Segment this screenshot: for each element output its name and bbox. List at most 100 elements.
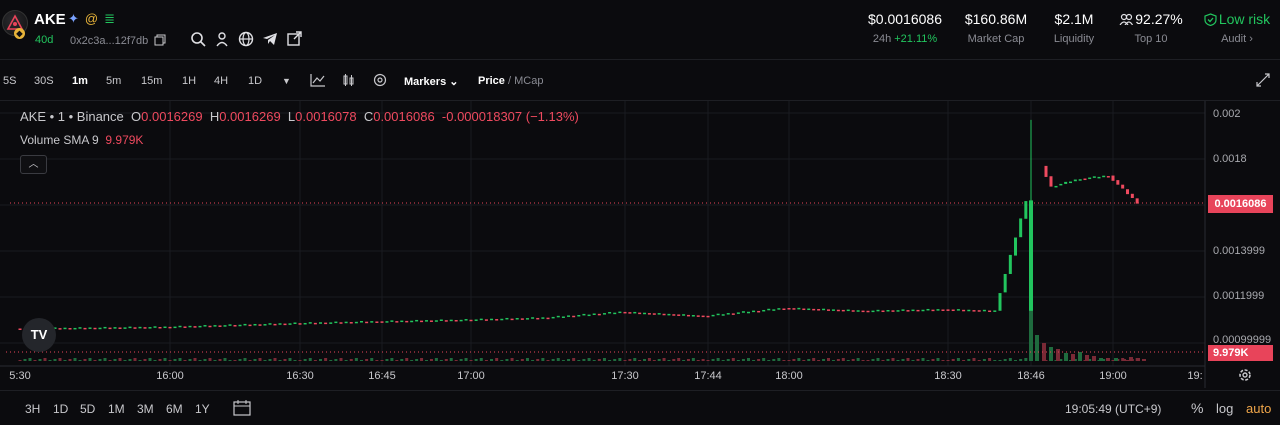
volume-bar <box>592 360 596 361</box>
candle <box>1078 179 1082 181</box>
current-volume-label: 9.979K <box>1208 345 1273 361</box>
collapse-legend-button[interactable]: ︿ <box>20 155 47 174</box>
contract-address[interactable]: 0x2c3a...12f7db <box>70 34 166 47</box>
metric-top10[interactable]: 92.27% Top 10 <box>1116 11 1186 45</box>
interval-1m[interactable]: 1m <box>72 75 88 87</box>
user-search-icon[interactable] <box>214 31 230 47</box>
price-toggle-label[interactable]: Price <box>478 75 505 87</box>
indicator-settings-icon[interactable] <box>373 73 387 87</box>
time-tick: 18:00 <box>775 370 803 382</box>
volume-bar <box>253 359 257 361</box>
clock-readout[interactable]: 19:05:49 (UTC+9) <box>1065 402 1162 416</box>
interval-5s[interactable]: 5S <box>3 75 17 87</box>
telegram-icon[interactable] <box>262 31 278 47</box>
candle <box>158 326 162 329</box>
candle <box>510 318 514 321</box>
range-3h[interactable]: 3H <box>25 402 41 416</box>
volume-bar <box>88 358 92 361</box>
candle <box>425 320 428 322</box>
candle <box>1130 193 1134 199</box>
interval-dropdown-icon[interactable]: ▼ <box>282 76 291 86</box>
volume-bar <box>618 358 622 361</box>
fullscreen-icon[interactable] <box>1256 73 1270 87</box>
candle <box>193 326 197 328</box>
volume-bar <box>926 360 930 361</box>
candle <box>757 310 761 313</box>
markers-dropdown[interactable]: Markers ⌄ <box>404 75 458 88</box>
interval-1d[interactable]: 1D <box>248 75 263 87</box>
volume-bar <box>319 359 322 361</box>
copy-icon[interactable] <box>154 34 166 46</box>
price-chart[interactable] <box>0 101 1280 388</box>
percent-scale-toggle[interactable]: % <box>1191 400 1204 416</box>
interval-1h[interactable]: 1H <box>182 75 197 87</box>
at-icon[interactable]: @ <box>84 11 99 26</box>
chain-badge-icon: ◆ <box>14 28 25 39</box>
candle <box>349 322 353 324</box>
date-range-icon[interactable] <box>233 400 251 416</box>
candle <box>68 328 72 330</box>
candle <box>63 327 67 330</box>
candle <box>946 309 950 311</box>
volume-bar <box>1014 360 1017 361</box>
volume-bar <box>263 360 267 361</box>
candle <box>577 314 581 317</box>
candle <box>268 323 272 325</box>
volume-bar <box>721 360 725 361</box>
candle <box>876 309 880 312</box>
range-6m[interactable]: 6M <box>166 402 183 416</box>
log-scale-toggle[interactable]: log <box>1216 401 1234 416</box>
range-1d[interactable]: 1D <box>53 402 69 416</box>
candles-icon[interactable] <box>342 73 356 87</box>
mcap-toggle-label[interactable]: MCap <box>514 75 544 87</box>
volume-bar <box>962 360 966 361</box>
volume-bar <box>500 360 504 361</box>
price-mcap-toggle[interactable]: Price / MCap <box>478 75 544 87</box>
line-chart-icon[interactable] <box>310 73 326 87</box>
metric-audit[interactable]: Low risk Audit › <box>1200 11 1274 45</box>
interval-15m[interactable]: 15m <box>141 75 163 87</box>
gear-icon[interactable] <box>1237 367 1253 383</box>
volume-bar <box>43 358 47 361</box>
volume-bar <box>283 359 287 361</box>
candle <box>851 310 855 312</box>
volume-bar <box>546 360 550 361</box>
candle <box>531 317 535 319</box>
globe-icon[interactable] <box>238 31 254 47</box>
audit-label: Audit <box>1221 33 1247 45</box>
range-1y[interactable]: 1Y <box>195 402 210 416</box>
volume-bar <box>851 359 855 361</box>
candle <box>248 324 252 327</box>
interval-5m[interactable]: 5m <box>106 75 122 87</box>
volume-bar <box>633 358 637 361</box>
candle <box>313 322 317 325</box>
candle <box>741 311 745 313</box>
volume-bar <box>365 359 369 361</box>
tradingview-logo[interactable]: TV <box>22 318 56 352</box>
volume-bar <box>1088 359 1092 361</box>
candle <box>536 317 540 320</box>
close-value: 0.0016086 <box>373 109 435 124</box>
volume-bar <box>288 358 292 361</box>
list-icon[interactable]: ≣ <box>104 11 116 26</box>
volume-bar <box>691 358 695 361</box>
volume-bar <box>988 358 992 361</box>
time-tick: 16:45 <box>368 370 396 382</box>
volume-bar <box>218 359 222 361</box>
volume-bar <box>977 360 981 361</box>
range-3m[interactable]: 3M <box>137 402 154 416</box>
open-label: O <box>131 109 142 124</box>
volume-bar <box>556 358 560 361</box>
interval-30s[interactable]: 30S <box>34 75 54 87</box>
volume-bar <box>993 360 997 361</box>
volume-bar <box>158 359 162 361</box>
search-icon[interactable] <box>190 31 206 47</box>
volume-bar <box>807 359 811 361</box>
external-link-icon[interactable] <box>286 31 302 47</box>
candle <box>551 316 555 319</box>
range-1m[interactable]: 1M <box>108 402 125 416</box>
volume-bar <box>123 360 127 361</box>
interval-4h[interactable]: 4H <box>214 75 229 87</box>
auto-scale-toggle[interactable]: auto <box>1246 401 1272 416</box>
range-5d[interactable]: 5D <box>80 402 96 416</box>
